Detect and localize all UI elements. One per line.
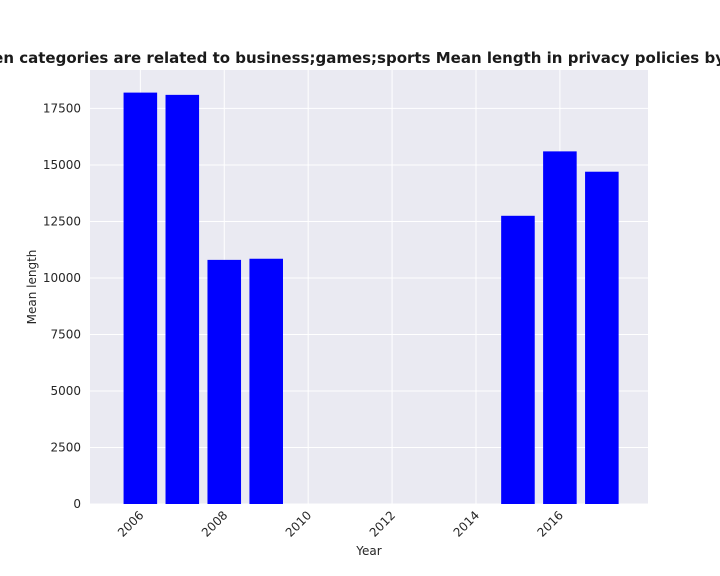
bar-2015 [501,215,535,504]
bar-2008 [207,259,242,504]
x-tick-label: 2012 [367,508,398,539]
bar-2017 [585,171,619,504]
y-axis-ticks: 0 2500 5000 7500 10000 12500 15000 17500 [43,101,81,511]
bar-2007 [165,94,200,504]
bar-2006 [123,92,158,505]
y-tick-label: 7500 [50,327,81,341]
x-tick-label: 2014 [451,508,482,539]
x-tick-label: 2010 [283,508,314,539]
x-tick-label: 2006 [115,508,146,539]
y-tick-label: 15000 [43,158,81,172]
x-axis-label: Year [355,544,381,558]
y-tick-label: 10000 [43,271,81,285]
y-tick-label: 2500 [50,440,81,454]
y-tick-label: 12500 [43,214,81,228]
y-tick-label: 17500 [43,101,81,115]
x-axis-ticks: 2006 2008 2010 2012 2014 2016 [115,508,566,539]
x-tick-label: 2016 [535,508,566,539]
x-tick-label: 2008 [199,508,230,539]
bar-2009 [249,258,283,504]
y-tick-label: 5000 [50,384,81,398]
bar-2016 [543,151,577,504]
y-axis-label: Mean length [25,250,39,325]
chart-title: when categories are related to business;… [0,49,720,67]
y-tick-label: 0 [73,497,81,511]
bars [123,92,619,505]
